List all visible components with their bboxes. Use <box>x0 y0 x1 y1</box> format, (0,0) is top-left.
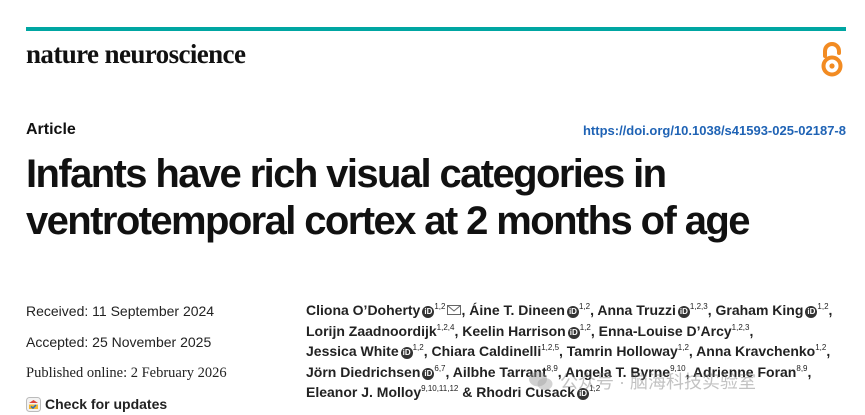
author-name[interactable]: Anna Truzzi <box>597 302 676 318</box>
author-line: Jörn Diedrichsen iD6,7, Ailbhe Tarrant8,9… <box>306 362 851 383</box>
separator: , <box>828 302 833 318</box>
separator: , <box>559 343 567 359</box>
separator: , <box>454 322 463 339</box>
affiliation[interactable]: 1,2,4 <box>436 322 455 332</box>
separator: , <box>590 302 598 318</box>
separator: , <box>807 363 812 380</box>
orcid-icon[interactable]: iD <box>567 326 580 339</box>
author-name[interactable]: Keelin Harrison <box>462 322 566 339</box>
affiliation[interactable]: 1,2 <box>578 302 591 311</box>
author-name[interactable]: Lorijn Zaadnoordijk <box>306 322 437 339</box>
open-access-icon[interactable] <box>819 41 845 77</box>
affiliation[interactable]: 8,9 <box>546 363 558 373</box>
author-name[interactable]: Adrienne Foran <box>692 363 797 380</box>
author-name[interactable]: Cliona O’Doherty <box>306 302 421 318</box>
separator: , <box>590 322 599 339</box>
check-for-updates-button[interactable]: Check for updates <box>26 395 167 413</box>
author-line: Jessica White iD1,2, Chiara Caldinelli1,2… <box>306 341 851 362</box>
title-line-1: Infants have rich visual categories in <box>26 152 667 196</box>
separator: , <box>749 322 754 339</box>
published-date: Published online: 2 February 2026 <box>26 365 227 381</box>
affiliation[interactable]: 1,2,5 <box>541 343 560 352</box>
orcid-icon[interactable]: iD <box>677 306 690 318</box>
separator: , <box>688 343 697 359</box>
orcid-icon[interactable]: iD <box>577 388 590 400</box>
author-list: Cliona O’Doherty iD1,2, Áine T. Dineen iD1… <box>306 300 851 403</box>
affiliation[interactable]: 1,2,3 <box>731 322 750 332</box>
title-line-2: ventrotemporal cortex at 2 months of age <box>26 199 750 243</box>
received-date: Received: 11 September 2024 <box>26 303 215 319</box>
separator: , <box>445 363 453 380</box>
orcid-icon[interactable]: iD <box>805 306 818 318</box>
author-name[interactable]: Tamrin Holloway <box>566 343 678 359</box>
accepted-date: Accepted: 25 November 2025 <box>26 334 212 350</box>
wechat-icon <box>529 371 553 390</box>
author-name[interactable]: Eleanor J. Molloy <box>306 384 422 400</box>
separator: , <box>707 302 716 318</box>
author-name[interactable]: Jessica White <box>306 343 399 359</box>
email-icon[interactable] <box>447 305 462 315</box>
affiliation[interactable]: 8,9 <box>796 363 808 373</box>
author-name[interactable]: Jörn Diedrichsen <box>306 363 421 380</box>
watermark-text: 公众号 · 脑海科技实验室 <box>560 372 756 392</box>
separator: & <box>458 384 477 400</box>
article-type: Article <box>26 121 76 138</box>
author-name[interactable]: Ailbhe Tarrant <box>452 363 547 380</box>
separator: , <box>557 363 566 380</box>
affiliation[interactable]: 1,2 <box>434 302 446 311</box>
affiliation[interactable]: 1,2,3 <box>689 302 708 311</box>
author-name[interactable]: Anna Kravchenko <box>696 343 816 359</box>
author-name[interactable]: Enna-Louise D’Arcy <box>598 322 732 339</box>
author-line: Cliona O’Doherty iD1,2, Áine T. Dineen iD1… <box>306 300 851 321</box>
journal-accent-bar <box>26 27 846 31</box>
separator: , <box>461 302 470 318</box>
affiliation[interactable]: 1,2 <box>815 343 827 352</box>
check-for-updates-label: Check for updates <box>45 396 168 412</box>
separator: , <box>685 363 693 380</box>
affiliation[interactable]: 6,7 <box>434 363 446 373</box>
separator: , <box>423 343 432 359</box>
doi-link[interactable]: https://doi.org/10.1038/s41593-025-02187… <box>582 123 846 138</box>
affiliation[interactable]: 1,2 <box>677 343 689 352</box>
orcid-icon[interactable]: iD <box>422 306 435 318</box>
affiliation[interactable]: 1,2 <box>412 343 424 352</box>
author-name[interactable]: Angela T. Byrne <box>565 363 671 380</box>
check-updates-icon <box>26 396 41 412</box>
affiliation[interactable]: 9,10,11,12 <box>421 384 459 393</box>
affiliation[interactable]: 1,2 <box>817 302 829 311</box>
orcid-icon[interactable]: iD <box>566 306 579 318</box>
article-title: Infants have rich visual categories in v… <box>26 151 846 245</box>
affiliation[interactable]: 1,2 <box>589 384 601 393</box>
author-name[interactable]: Chiara Caldinelli <box>431 343 542 359</box>
affiliation[interactable]: 9,10 <box>670 363 686 373</box>
journal-name[interactable]: nature neuroscience <box>26 39 246 69</box>
orcid-icon[interactable]: iD <box>422 367 435 380</box>
separator: , <box>826 343 831 359</box>
author-line: Lorijn Zaadnoordijk1,2,4, Keelin Harriso… <box>306 321 851 342</box>
author-name[interactable]: Graham King <box>715 302 804 318</box>
author-name[interactable]: Áine T. Dineen <box>469 302 565 318</box>
orcid-icon[interactable]: iD <box>400 347 413 359</box>
watermark: 公众号 · 脑海科技实验室 <box>528 368 756 394</box>
affiliation[interactable]: 1,2 <box>579 322 591 332</box>
